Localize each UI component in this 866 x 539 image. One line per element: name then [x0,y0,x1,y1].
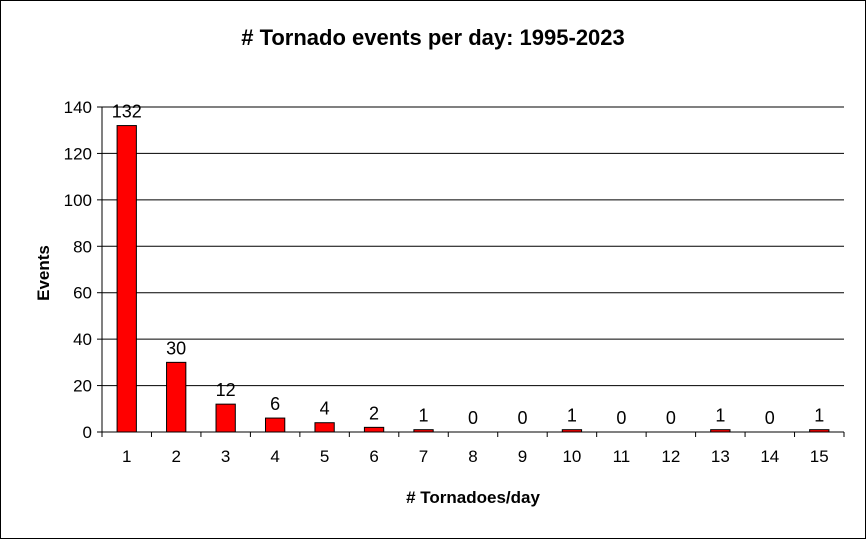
x-tick-label: 4 [270,447,279,466]
x-axis-title: # Tornadoes/day [406,488,540,507]
bars [116,125,830,433]
data-label: 2 [369,403,379,423]
x-tick-label: 1 [122,447,131,466]
data-label: 1 [567,406,577,426]
axes [97,106,845,437]
data-label: 4 [320,399,330,419]
y-tick-label: 80 [73,237,92,256]
data-label: 0 [666,408,676,428]
x-tick-label: 8 [468,447,477,466]
y-tick-label: 0 [83,423,92,442]
data-label: 1 [814,406,824,426]
x-tick-label: 2 [171,447,180,466]
x-tick-label: 7 [419,447,428,466]
y-tick-label: 60 [73,284,92,303]
x-tick-label: 15 [810,447,829,466]
bar [264,417,286,433]
data-label: 0 [616,408,626,428]
data-label: 0 [517,408,527,428]
x-tick-label: 13 [711,447,730,466]
bar [215,403,236,433]
bar [166,361,187,433]
data-label: 132 [112,102,142,122]
x-tick-label: 10 [562,447,581,466]
bar [363,426,385,433]
x-tick-label: 6 [369,447,378,466]
chart-title: # Tornado events per day: 1995-2023 [241,25,625,50]
data-label: 0 [765,408,775,428]
data-label: 1 [419,406,429,426]
x-tick-label: 3 [221,447,230,466]
y-tick-label: 140 [64,98,92,117]
x-tick-label: 5 [320,447,329,466]
x-tick-label: 11 [613,447,631,466]
y-tick-label: 40 [73,330,92,349]
gridlines [102,106,844,387]
data-label: 0 [468,408,478,428]
y-tick-label: 100 [64,191,92,210]
x-tick-label: 14 [760,447,779,466]
bar [116,125,137,433]
bar [314,422,335,433]
x-tick-label: 12 [661,447,680,466]
data-label: 30 [166,338,186,358]
y-tick-label: 120 [64,144,92,163]
data-label: 1 [715,406,725,426]
x-tick-label: 9 [518,447,527,466]
y-tick-label: 20 [73,377,92,396]
data-label: 12 [216,380,236,400]
y-axis-title: Events [34,245,53,301]
data-label: 6 [270,394,280,414]
labels: 0204060801001201401132230312465462718090… [64,98,829,466]
